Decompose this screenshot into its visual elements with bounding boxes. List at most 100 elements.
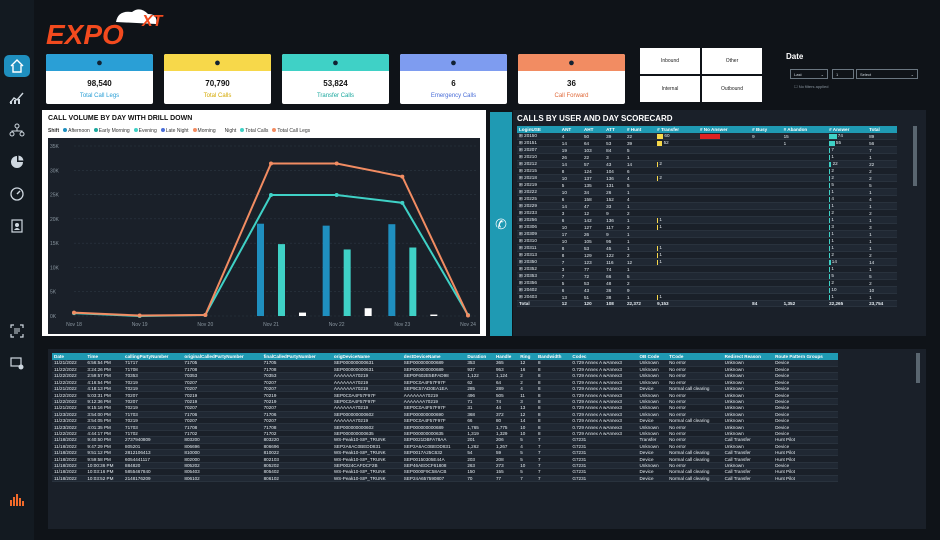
- column-header[interactable]: origDeviceName: [331, 353, 402, 360]
- table-row[interactable]: 11/18/2022 10:03:52 PM 2148176209 806102 806…: [52, 475, 838, 482]
- report-icon[interactable]: [4, 320, 30, 342]
- call-volume-chart[interactable]: 0K 5K 10K 15K 20K 25K 30K 35K Nov 18 Nov 19 Nov 20…: [48, 138, 480, 334]
- column-header[interactable]: Handle: [493, 353, 519, 360]
- column-header[interactable]: callingPartyNumber: [123, 353, 183, 360]
- table-row[interactable]: 11/23/2022 3:54:05 PM 70219 70207 70207 AAAAA…: [52, 417, 838, 425]
- column-header[interactable]: # Transfer: [655, 126, 698, 133]
- column-header[interactable]: finalCalledPartyNumber: [261, 353, 332, 360]
- column-header[interactable]: Ring: [518, 353, 536, 360]
- table-row[interactable]: 11/22/2022 2:59:57 PM 70353 70353 70353 AAAAA…: [52, 372, 838, 380]
- network-icon[interactable]: [4, 119, 30, 141]
- column-header[interactable]: # No Answer: [697, 126, 751, 133]
- table-row[interactable]: 11/21/2022 9:15:16 PM 70219 70207 70207 AAAAA…: [52, 404, 838, 412]
- column-header[interactable]: # Hunt: [624, 126, 656, 133]
- table-row[interactable]: ⊞ 20402 6 43 36 9 10 10: [517, 286, 897, 294]
- table-row[interactable]: 11/18/2022 9:40:50 PM 2737940809 803200 8032…: [52, 436, 838, 444]
- table-row[interactable]: ⊞ 20151 14 64 53 39 52 1 55 56: [517, 139, 897, 147]
- kpi-card[interactable]: ● 36 Call Forward: [518, 54, 625, 104]
- table-row[interactable]: 11/18/2022 9:47:29 PM 805201 806696 806696 SE…: [52, 443, 838, 451]
- column-header[interactable]: Redirect Reason: [722, 353, 774, 360]
- legend-item[interactable]: Total Call Legs: [272, 128, 310, 134]
- legend-item[interactable]: Night: [219, 128, 236, 134]
- table-row[interactable]: 11/22/2022 3:24:26 PM 71708 71708 71708 SEP00…: [52, 366, 838, 374]
- chart-area[interactable]: 0K 5K 10K 15K 20K 25K 30K 35K Nov 18 Nov 19 Nov 20…: [48, 138, 480, 334]
- column-header[interactable]: LoginUSE: [517, 126, 560, 133]
- column-header[interactable]: # Abandon: [781, 126, 828, 133]
- table-row[interactable]: 11/22/2022 5:03:31 PM 70207 70219 70219 SEP0C…: [52, 391, 838, 399]
- legend-item[interactable]: Evening: [133, 128, 157, 134]
- analytics-icon[interactable]: [4, 87, 30, 109]
- table-row[interactable]: 11/21/2022 4:18:13 PM 70219 70207 70207 AAAAA…: [52, 385, 838, 393]
- scorecard-scrollbar[interactable]: [913, 126, 917, 186]
- legend-item[interactable]: Late Night: [160, 128, 189, 134]
- column-header[interactable]: Duration: [465, 353, 494, 360]
- column-header[interactable]: Codec: [570, 353, 638, 360]
- kpi-card[interactable]: ● 6 Emergency Calls: [400, 54, 507, 104]
- kpi-card[interactable]: ● 53,824 Transfer Calls: [282, 54, 389, 104]
- kpi-card[interactable]: ● 70,790 Total Calls: [164, 54, 271, 104]
- table-row[interactable]: 11/21/2022 6:56:54 PM 71717 71705 71705 SEP00…: [52, 360, 838, 367]
- gauge-icon[interactable]: [4, 183, 30, 205]
- internal-button[interactable]: Internal: [640, 76, 700, 102]
- table-row[interactable]: 11/23/2022 4:01:35 PM 71703 71708 71708 SEP00…: [52, 423, 838, 431]
- column-header[interactable]: originalCalledPartyNumber: [182, 353, 262, 360]
- call-detail-scrollbar[interactable]: [916, 353, 920, 383]
- kpi-card[interactable]: ● 98,540 Total Call Legs: [46, 54, 153, 104]
- column-header[interactable]: Bandwidth: [535, 353, 571, 360]
- column-header[interactable]: Time: [85, 353, 124, 360]
- column-header[interactable]: OB Code: [637, 353, 668, 360]
- table-row[interactable]: 11/22/2022 9:12:36 PM 70207 70219 70219 SEP0C…: [52, 398, 838, 406]
- date-unit-select[interactable]: Last ⌄: [790, 69, 828, 79]
- contacts-icon[interactable]: [4, 215, 30, 237]
- column-header[interactable]: TCode: [667, 353, 723, 360]
- pie-chart-icon[interactable]: [4, 151, 30, 173]
- column-header[interactable]: destDeviceName: [401, 353, 466, 360]
- inbound-button[interactable]: Inbound: [640, 48, 700, 74]
- column-header[interactable]: ANT: [559, 126, 582, 133]
- legend-item[interactable]: Early Morning: [93, 128, 130, 134]
- table-row[interactable]: ⊞ 20350 7 123 116 12 1 14 14: [517, 258, 897, 266]
- column-header[interactable]: Total: [867, 126, 897, 133]
- table-row[interactable]: 11/18/2022 10:00:36 PM 884820 805202 805202 S…: [52, 462, 838, 470]
- table-row[interactable]: 11/18/2022 10:03:16 PM 5855467840 805403 805…: [52, 468, 838, 476]
- table-row[interactable]: ⊞ 20150 4 50 39 22 60 9 15 74 89: [517, 133, 897, 140]
- column-header[interactable]: Date: [52, 353, 86, 360]
- other-button[interactable]: Other: [702, 48, 762, 74]
- outbound-button[interactable]: Outbound: [702, 76, 762, 102]
- table-row[interactable]: 11/22/2022 4:44:17 PM 71702 71702 71702 SEP00…: [52, 430, 838, 438]
- date-count-input[interactable]: 1: [832, 69, 854, 79]
- column-header[interactable]: # Answer: [827, 126, 868, 133]
- table-row[interactable]: 11/22/2022 4:16:54 PM 70219 70207 70207 AAAAA…: [52, 379, 838, 387]
- legend-item[interactable]: Morning: [192, 128, 216, 134]
- date-period-select[interactable]: Select ⌄: [856, 69, 918, 79]
- table-row[interactable]: 11/23/2022 3:54:00 PM 71703 71706 71706 SEP00…: [52, 411, 838, 419]
- table-row[interactable]: 11/18/2022 9:51:12 PM 2812106413 810000 8100…: [52, 449, 838, 457]
- legend-item[interactable]: Total Calls: [240, 128, 268, 134]
- table-row[interactable]: 11/18/2022 9:59:58 PM 6054441117 802000 8021…: [52, 455, 838, 463]
- column-header[interactable]: Route Pattern Groups: [773, 353, 838, 360]
- table-row[interactable]: ⊞ 20212 14 57 43 14 2 22 22: [517, 160, 897, 168]
- legend-item[interactable]: Afternoon: [63, 128, 90, 134]
- column-header[interactable]: AHT: [581, 126, 605, 133]
- device-settings-icon[interactable]: [4, 352, 30, 374]
- column-header[interactable]: # Busy: [750, 126, 782, 133]
